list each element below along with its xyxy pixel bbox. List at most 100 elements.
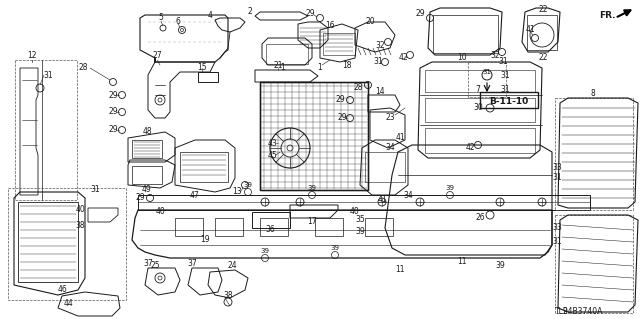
Text: 33: 33 (552, 164, 562, 173)
Text: 39: 39 (243, 182, 253, 188)
Text: 43: 43 (267, 138, 277, 147)
Text: 10: 10 (457, 54, 467, 63)
Text: 9: 9 (563, 308, 568, 316)
Text: 32: 32 (490, 50, 500, 60)
Text: 38: 38 (223, 291, 233, 300)
Text: 31: 31 (552, 238, 562, 247)
Text: 1: 1 (317, 63, 323, 71)
Bar (132, 166, 162, 184)
Text: 31: 31 (500, 85, 510, 94)
Text: 31: 31 (498, 57, 508, 66)
Text: 6: 6 (175, 18, 180, 26)
Bar (260, 218, 288, 236)
Bar (15, 60, 77, 200)
Bar (555, 98, 633, 210)
Text: 31: 31 (90, 186, 100, 195)
Text: 31: 31 (43, 70, 53, 79)
Text: 31: 31 (483, 69, 492, 75)
Bar (365, 218, 393, 236)
Text: 41: 41 (377, 196, 387, 204)
Text: 5: 5 (159, 13, 163, 23)
Text: 38: 38 (75, 220, 85, 229)
Text: 40: 40 (350, 207, 360, 217)
Bar (365, 152, 405, 182)
Text: 11: 11 (457, 257, 467, 266)
Text: 47: 47 (190, 190, 200, 199)
Text: 29: 29 (108, 108, 118, 116)
Text: 36: 36 (265, 226, 275, 234)
Text: 39: 39 (330, 245, 339, 251)
Bar (425, 70, 535, 92)
Text: 20: 20 (365, 18, 375, 26)
Text: 28: 28 (78, 63, 88, 72)
Text: 15: 15 (197, 63, 207, 72)
Bar (315, 218, 343, 236)
Bar (215, 218, 243, 236)
Text: 2: 2 (248, 8, 252, 17)
Bar (433, 15, 498, 53)
Text: 44: 44 (63, 299, 73, 308)
Text: 39: 39 (495, 261, 505, 270)
Text: 35: 35 (355, 216, 365, 225)
Bar (425, 98, 535, 122)
Text: 29: 29 (108, 125, 118, 135)
Text: 34: 34 (385, 144, 395, 152)
Text: 4: 4 (207, 11, 212, 20)
Bar (180, 152, 228, 182)
Text: 39: 39 (260, 248, 269, 254)
Text: 12: 12 (28, 51, 36, 61)
Text: 19: 19 (200, 235, 210, 244)
Text: 49: 49 (142, 186, 152, 195)
Text: 32: 32 (375, 41, 385, 49)
Bar (266, 44, 308, 64)
Text: 27: 27 (152, 50, 162, 60)
Text: 39: 39 (355, 227, 365, 236)
Text: 31: 31 (373, 57, 383, 66)
Text: 34: 34 (403, 190, 413, 199)
Bar (175, 218, 203, 236)
Text: 29: 29 (108, 91, 118, 100)
Text: 37: 37 (187, 259, 197, 269)
Text: 39: 39 (445, 185, 454, 191)
Text: B-11-10: B-11-10 (490, 97, 529, 106)
Text: 31: 31 (500, 70, 510, 79)
Text: 22: 22 (538, 54, 548, 63)
Text: 22: 22 (538, 5, 548, 14)
Text: 25: 25 (150, 261, 160, 270)
Bar (527, 15, 557, 50)
Text: 21: 21 (273, 62, 283, 70)
Text: 23: 23 (385, 114, 395, 122)
Bar (260, 82, 368, 190)
Text: 18: 18 (342, 62, 352, 70)
Text: 29: 29 (415, 10, 425, 19)
Text: 33: 33 (552, 224, 562, 233)
Bar (260, 82, 368, 190)
Text: 30: 30 (473, 103, 483, 113)
Text: 1: 1 (280, 63, 285, 71)
Text: TL24B3740A: TL24B3740A (555, 307, 603, 315)
Text: 13: 13 (232, 188, 242, 197)
Bar (323, 33, 355, 55)
Bar (425, 128, 535, 153)
Bar (8, 188, 126, 300)
Text: 39: 39 (307, 185, 317, 191)
Text: 40: 40 (155, 207, 165, 217)
Text: 48: 48 (142, 128, 152, 137)
Bar (480, 92, 538, 108)
Text: 28: 28 (353, 84, 363, 93)
Text: 45: 45 (267, 151, 277, 160)
Text: FR.: FR. (599, 11, 615, 20)
Text: 37: 37 (143, 259, 153, 269)
Text: 14: 14 (375, 87, 385, 97)
Text: 29: 29 (135, 194, 145, 203)
Text: 8: 8 (591, 88, 595, 98)
Bar (18, 202, 78, 282)
Text: 42: 42 (398, 54, 408, 63)
Text: 7: 7 (476, 85, 481, 94)
Text: 29: 29 (335, 95, 345, 105)
Text: 29: 29 (337, 114, 347, 122)
Text: 46: 46 (57, 286, 67, 294)
Text: 17: 17 (307, 218, 317, 226)
Bar (468, 62, 506, 97)
Text: 26: 26 (475, 213, 485, 222)
